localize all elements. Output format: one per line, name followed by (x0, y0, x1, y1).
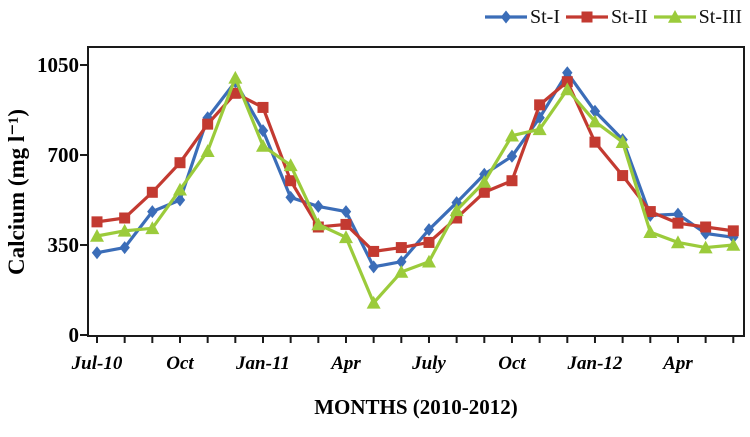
st-ii-square-icon (566, 11, 608, 23)
legend-label-st-i: St-I (530, 6, 560, 28)
svg-text:1050: 1050 (37, 53, 79, 77)
x-axis-ticks: Jul-10 Oct Jan-11 Apr July Oct Jan-12 Apr (71, 336, 735, 374)
legend-label-st-iii: St-III (698, 6, 742, 28)
svg-text:Apr: Apr (662, 353, 693, 374)
svg-text:July: July (411, 353, 446, 374)
svg-text:Apr: Apr (330, 353, 361, 374)
y-axis-ticks: 0 350 700 1050 (37, 53, 88, 347)
legend-item-st-ii: St-II (565, 7, 648, 27)
legend-label-st-ii: St-II (611, 6, 648, 28)
svg-text:Oct: Oct (166, 353, 194, 374)
svg-text:Jul-10: Jul-10 (71, 353, 123, 374)
y-axis-title: Calcium (mg l⁻¹) (4, 109, 29, 275)
legend-item-st-i: St-I (484, 7, 560, 27)
legend-item-st-iii: St-III (653, 7, 742, 27)
plot-border (87, 46, 745, 337)
chart-legend: St-I St-II St-III (484, 7, 742, 27)
svg-text:0: 0 (69, 323, 80, 347)
svg-text:700: 700 (48, 143, 80, 167)
svg-text:Oct: Oct (498, 353, 526, 374)
st-iii-triangle-icon (653, 10, 696, 23)
svg-text:Jan-12: Jan-12 (567, 353, 623, 374)
data-series (90, 66, 741, 309)
svg-text:Jan-11: Jan-11 (235, 353, 290, 374)
svg-text:350: 350 (48, 233, 80, 257)
st-i-diamond-icon (485, 10, 527, 24)
x-axis-title: MONTHS (2010-2012) (314, 395, 518, 419)
